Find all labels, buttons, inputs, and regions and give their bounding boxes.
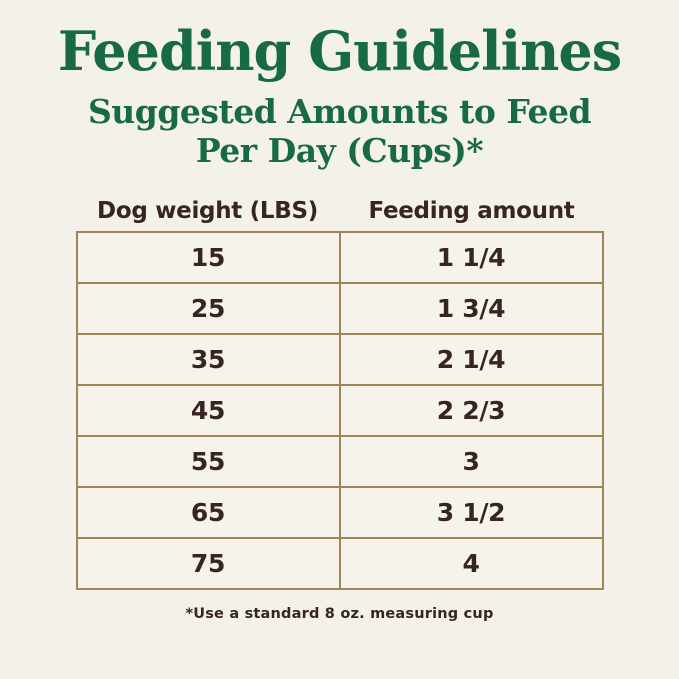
subtitle-line-1: Suggested Amounts to Feed bbox=[87, 92, 592, 132]
amount-cell: 2 1/4 bbox=[338, 332, 604, 386]
weight-cell: 25 bbox=[75, 281, 341, 335]
subtitle-line-2: Per Day (Cups)* bbox=[195, 130, 484, 170]
table-row: 15 1 1/4 bbox=[75, 230, 604, 284]
table-row: 45 2 2/3 bbox=[75, 383, 604, 437]
amount-cell: 1 1/4 bbox=[338, 230, 604, 284]
table-row: 55 3 bbox=[75, 434, 604, 488]
table-row: 25 1 3/4 bbox=[75, 281, 604, 335]
amount-cell: 4 bbox=[338, 536, 604, 590]
measuring-cup-footnote: *Use a standard 8 oz. measuring cup bbox=[185, 605, 494, 622]
page-subtitle: Suggested Amounts to Feed Per Day (Cups)… bbox=[0, 93, 679, 170]
column-header-dog-weight: Dog weight (LBS) bbox=[97, 197, 318, 224]
weight-cell: 75 bbox=[75, 536, 341, 590]
amount-cell: 2 2/3 bbox=[338, 383, 604, 437]
amount-cell: 3 1/2 bbox=[338, 485, 604, 539]
amount-cell: 1 3/4 bbox=[338, 281, 604, 335]
weight-cell: 35 bbox=[75, 332, 341, 386]
amount-cell: 3 bbox=[338, 434, 604, 488]
table-row: 75 4 bbox=[75, 536, 604, 590]
page-title: Feeding Guidelines bbox=[57, 19, 622, 83]
weight-cell: 45 bbox=[75, 383, 341, 437]
feeding-table-body: 15 1 1/4 25 1 3/4 35 2 1/4 45 2 2/3 55 3… bbox=[75, 230, 604, 590]
table-row: 65 3 1/2 bbox=[75, 485, 604, 539]
feeding-table: 15 1 1/4 25 1 3/4 35 2 1/4 45 2 2/3 55 3… bbox=[75, 230, 604, 590]
weight-cell: 65 bbox=[75, 485, 341, 539]
weight-cell: 55 bbox=[75, 434, 341, 488]
weight-cell: 15 bbox=[75, 230, 341, 284]
table-column-headers: Dog weight (LBS) Feeding amount bbox=[76, 198, 604, 224]
column-header-feeding-amount: Feeding amount bbox=[368, 197, 575, 224]
table-row: 35 2 1/4 bbox=[75, 332, 604, 386]
